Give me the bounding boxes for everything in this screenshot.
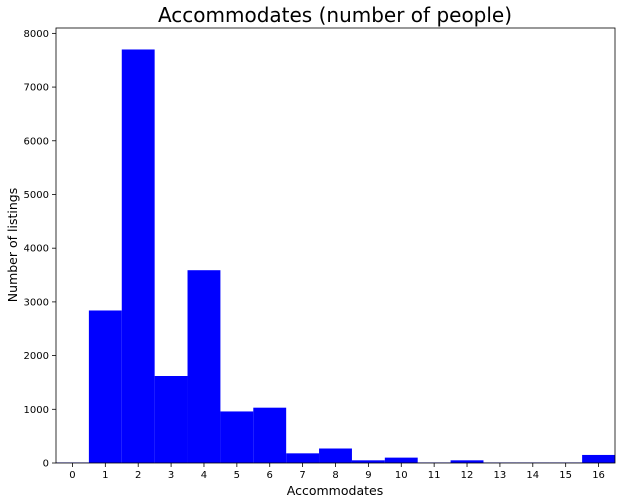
x-tick-label: 12 [461,470,474,481]
x-tick-label: 13 [494,470,507,481]
x-tick-label: 8 [332,470,338,481]
x-axis-label: Accommodates [287,483,383,498]
bar-7 [286,453,320,463]
bar-9 [351,460,385,463]
bar-group [56,49,615,464]
x-tick-label: 4 [201,470,207,481]
bar-3 [154,376,188,463]
x-tick-label: 7 [299,470,305,481]
bar-8 [319,448,352,463]
x-tick-label: 11 [428,470,441,481]
x-tick-label: 10 [395,470,408,481]
x-tick-label: 2 [135,470,141,481]
x-tick-label: 14 [526,470,539,481]
y-tick-label: 1000 [24,405,49,416]
bar-2 [121,49,155,464]
plot-frame [55,27,616,464]
y-tick-label: 2000 [24,351,49,362]
bar-10 [384,457,418,463]
y-tick-label: 0 [43,459,49,470]
x-tick-label: 15 [559,470,572,481]
bar-4 [187,270,221,463]
x-tick-label: 0 [69,470,75,481]
x-tick-label: 3 [168,470,174,481]
bar-12 [450,460,484,463]
bar-16 [582,454,615,463]
bar-6 [253,407,287,463]
y-axis-label: Number of listings [5,188,20,302]
y-axis: 0 1000 2000 3000 4000 5000 6000 7000 8000 [24,29,56,470]
y-tick-label: 6000 [24,136,49,147]
y-tick-label: 4000 [24,244,49,255]
y-tick-label: 5000 [24,190,49,201]
x-tick-label: 9 [365,470,371,481]
x-axis: 0 1 2 3 4 5 6 7 8 9 10 11 12 13 14 15 16 [69,463,605,481]
y-tick-label: 3000 [24,297,49,308]
x-tick-label: 5 [234,470,240,481]
bar-1 [88,310,122,463]
x-tick-label: 1 [102,470,108,481]
x-tick-label: 6 [267,470,273,481]
bar-5 [220,411,254,463]
y-tick-label: 7000 [24,83,49,94]
x-tick-label: 16 [592,470,605,481]
y-tick-label: 8000 [24,29,49,40]
chart-title: Accommodates (number of people) [158,3,512,27]
